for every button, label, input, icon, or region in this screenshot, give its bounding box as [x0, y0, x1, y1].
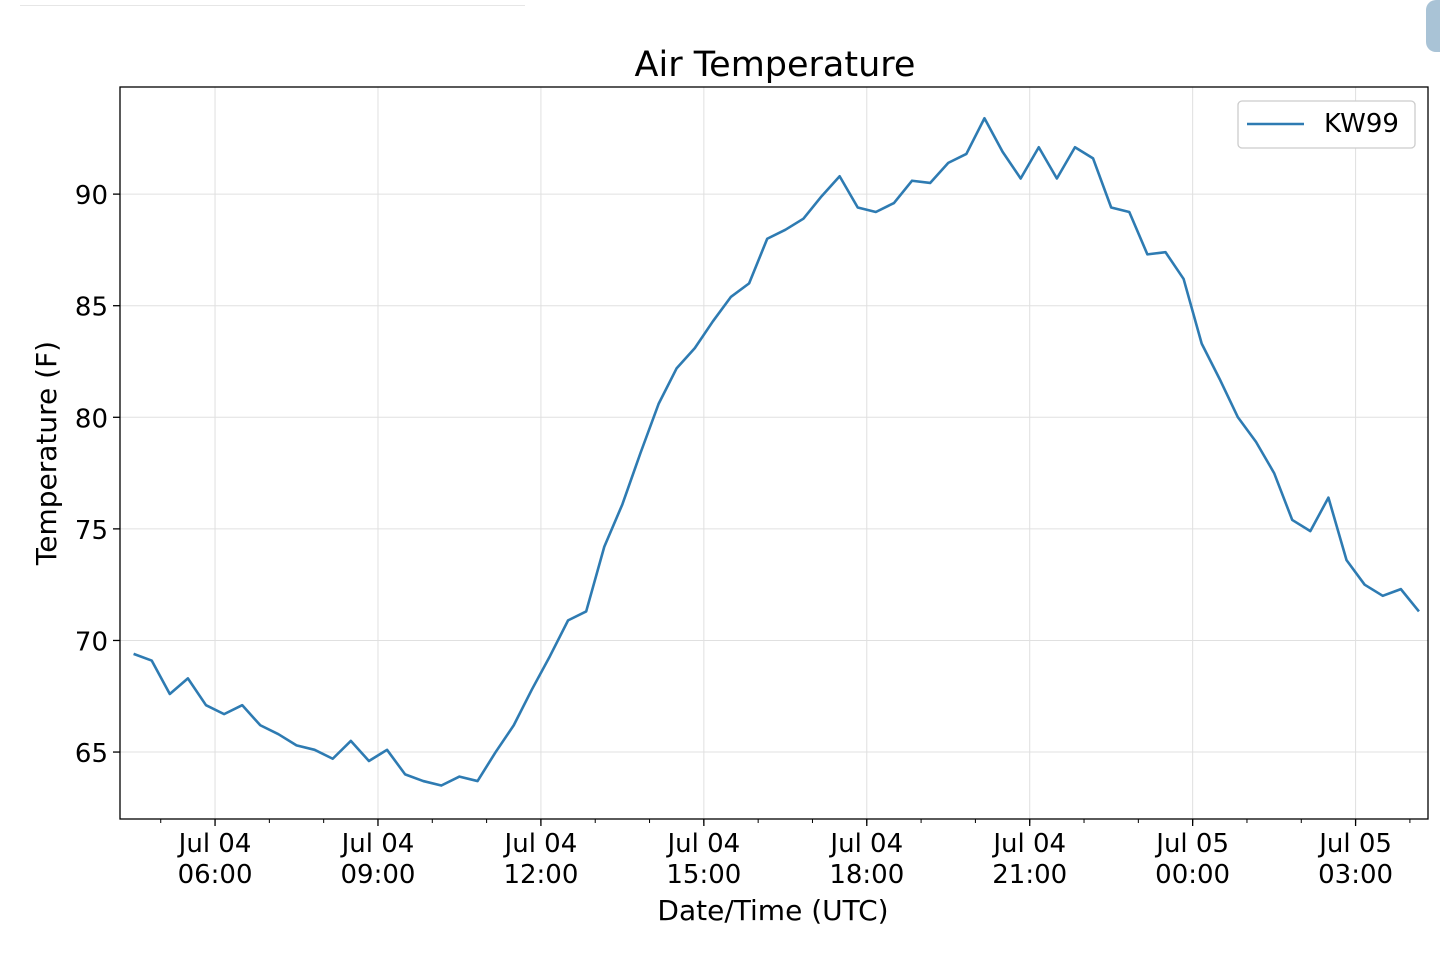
y-tick-label: 70	[75, 627, 108, 657]
y-tick-label: 85	[75, 293, 108, 323]
x-tick-label-time: 18:00	[829, 860, 904, 890]
x-tick-label-time: 00:00	[1155, 860, 1230, 890]
y-axis-ticks: 65 70 75 80 85 90	[75, 181, 120, 769]
x-tick-label-date: Jul 04	[503, 829, 578, 859]
y-tick-label: 65	[75, 739, 108, 769]
x-tick-label-time: 21:00	[992, 860, 1067, 890]
y-tick-label: 90	[75, 181, 108, 211]
y-tick-label: 80	[75, 404, 108, 434]
data-series	[133, 116, 1420, 787]
grid-lines	[120, 87, 1428, 819]
legend-label-kw99: KW99	[1324, 109, 1399, 139]
x-tick-label-date: Jul 04	[665, 829, 740, 859]
x-tick-label-date: Jul 04	[991, 829, 1066, 859]
legend-box	[1237, 100, 1416, 149]
plot-frame	[119, 86, 1429, 820]
x-tick-label-time: 15:00	[666, 860, 741, 890]
legend: KW99	[1237, 100, 1416, 149]
y-axis-label: Temperature (F)	[30, 341, 63, 566]
window-corner-tab	[1426, 0, 1440, 52]
x-tick-label-date: Jul 04	[177, 829, 252, 859]
x-tick-label-time: 09:00	[341, 860, 416, 890]
x-tick-label-date: Jul 05	[1154, 829, 1229, 859]
y-tick-label: 75	[75, 516, 108, 546]
x-tick-label-date: Jul 04	[340, 829, 415, 859]
series-line-kw99	[133, 116, 1420, 787]
x-tick-label-date: Jul 05	[1317, 829, 1392, 859]
x-tick-label-date: Jul 04	[828, 829, 903, 859]
x-tick-label-time: 03:00	[1318, 860, 1393, 890]
x-tick-label-time: 06:00	[178, 860, 253, 890]
chart-title: Air Temperature	[635, 45, 916, 85]
x-tick-label-time: 12:00	[503, 860, 578, 890]
top-divider	[20, 5, 525, 6]
x-axis-label: Date/Time (UTC)	[657, 894, 888, 927]
